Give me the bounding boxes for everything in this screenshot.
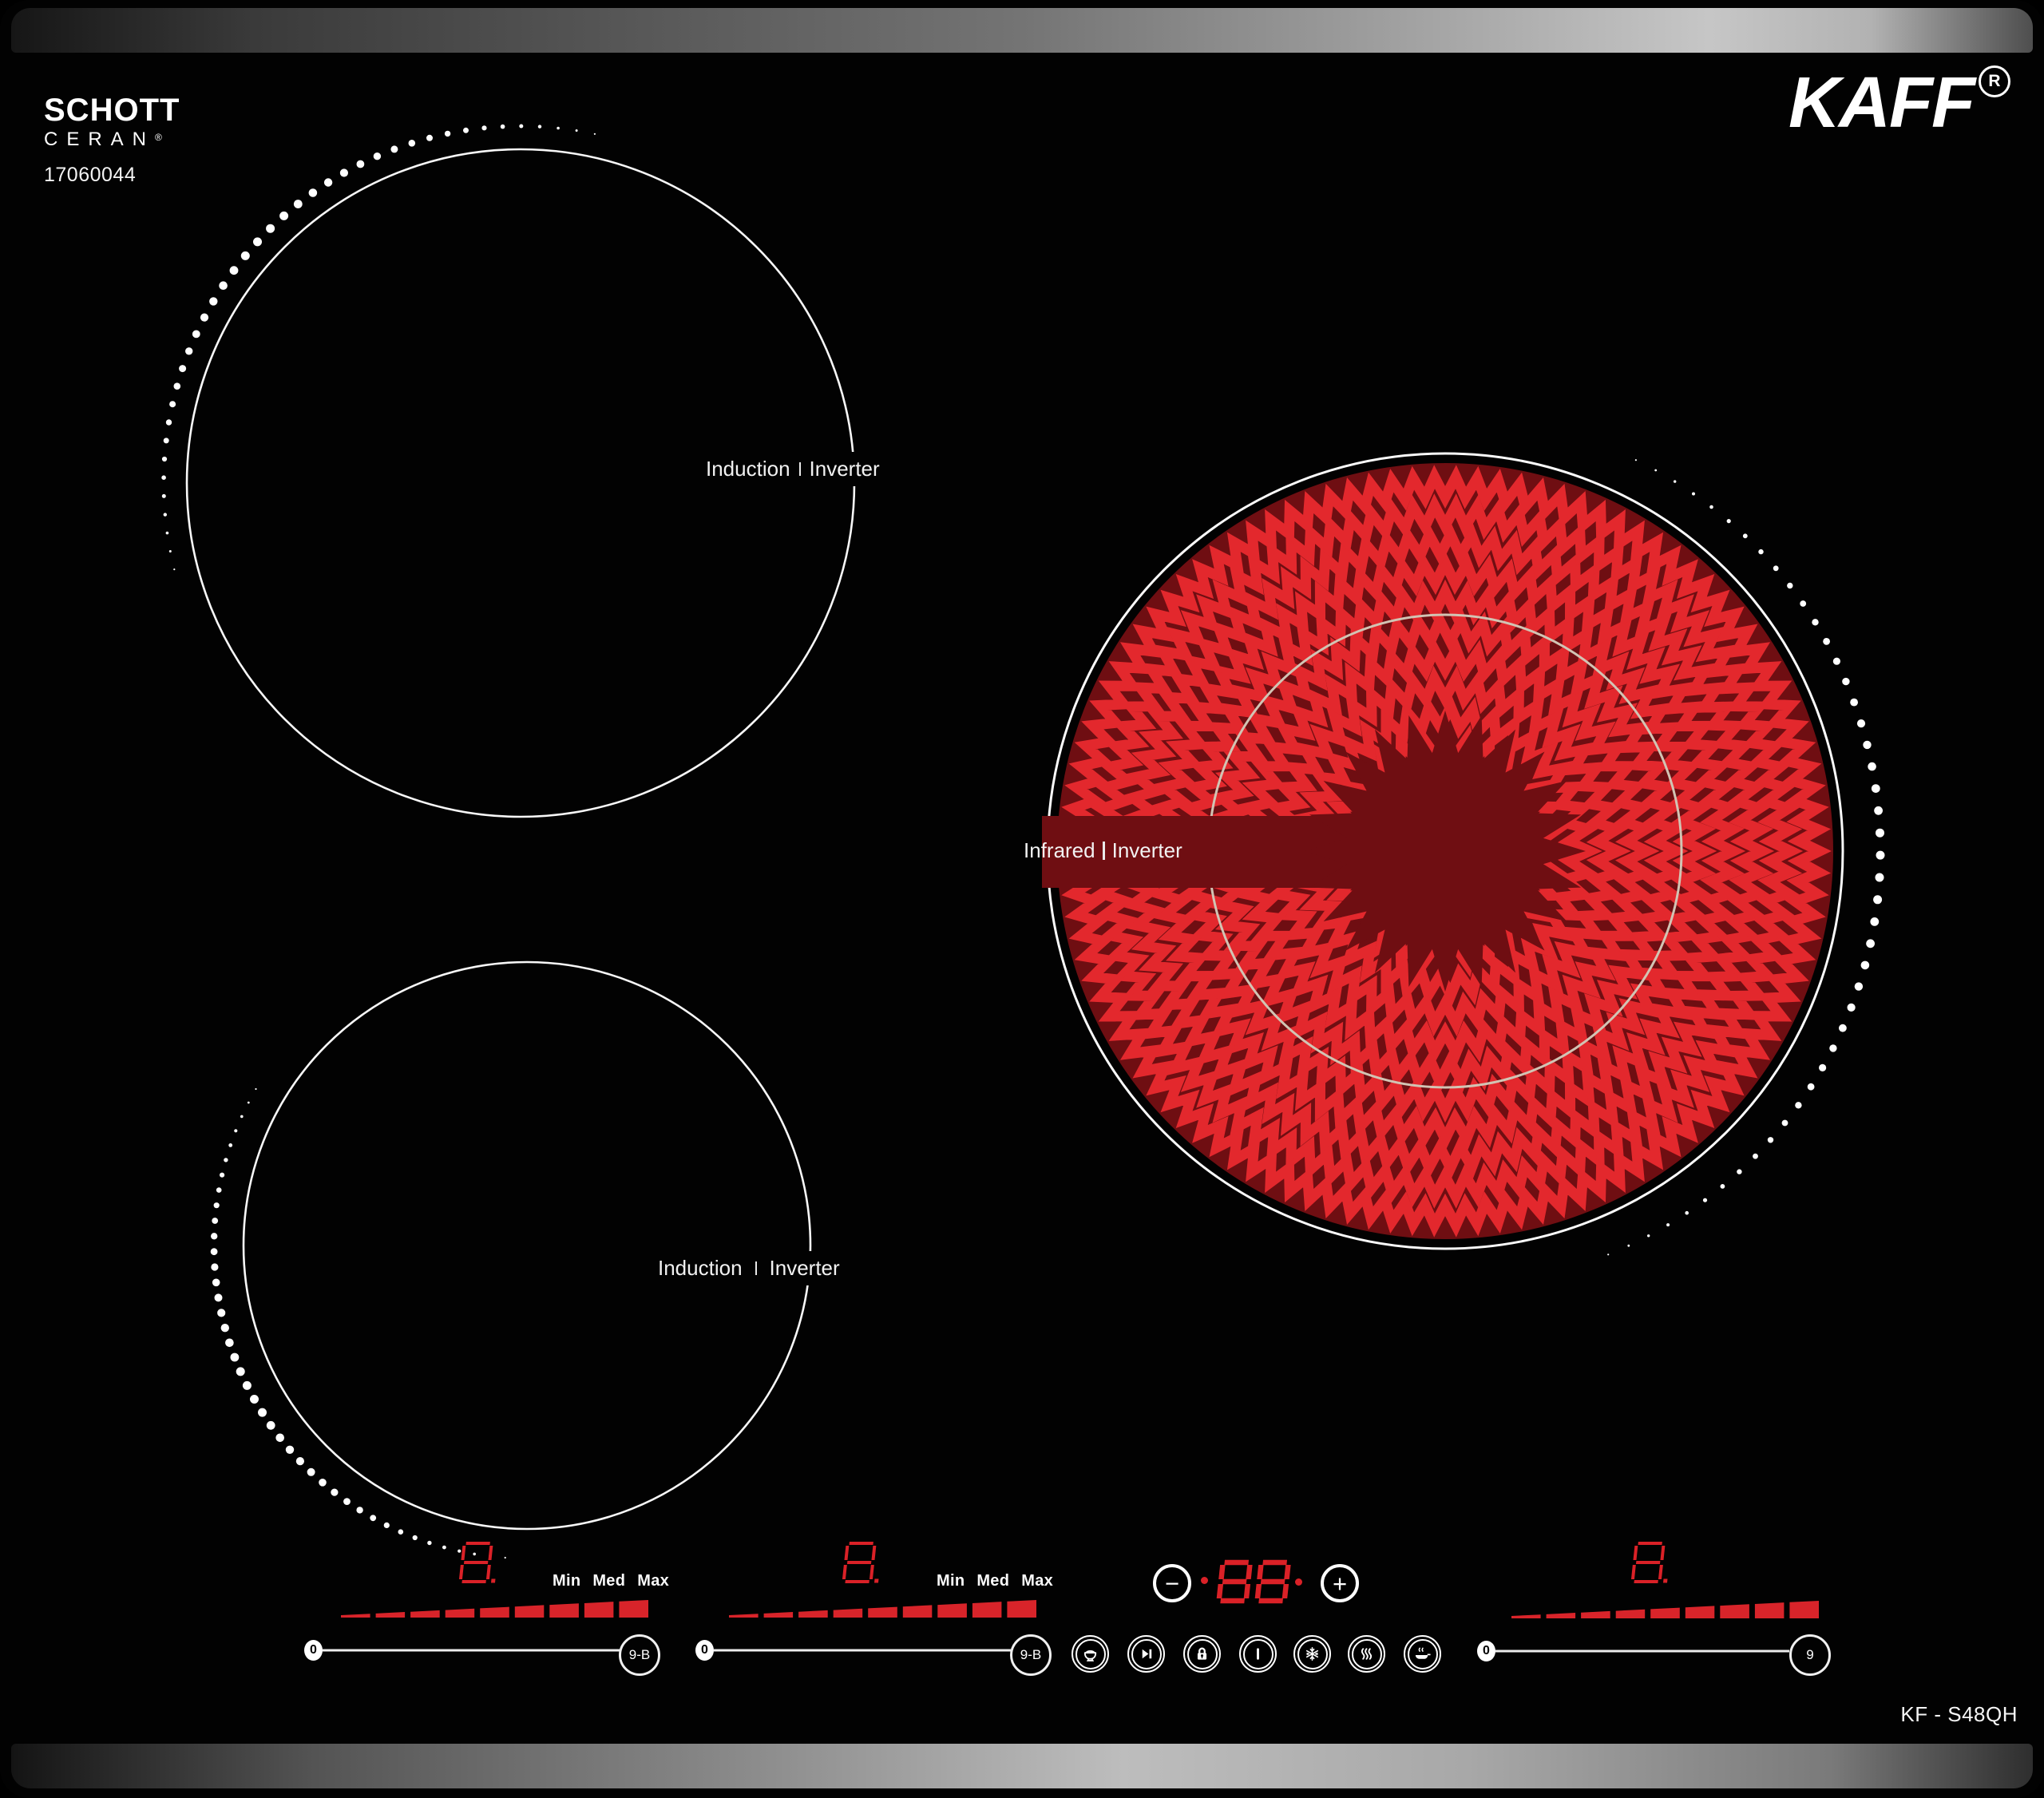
power-button[interactable]	[1239, 1635, 1277, 1673]
separator-bar	[755, 1261, 757, 1275]
keep-warm-button[interactable]	[1348, 1635, 1385, 1673]
slider-zero-middle[interactable]: 0	[695, 1640, 714, 1661]
slider-zero-right[interactable]: 0	[1477, 1641, 1495, 1661]
fry-pan-button[interactable]	[1404, 1635, 1441, 1673]
registered-mark: ®	[155, 132, 162, 143]
timer-dot-left	[1201, 1577, 1208, 1584]
slider-max-left[interactable]: 9-B	[619, 1634, 660, 1676]
bottom-metal-edge	[11, 1744, 2033, 1788]
defrost-icon	[1297, 1638, 1328, 1669]
kaff-wordmark: KAFF	[1788, 63, 1975, 143]
pause-boost-icon	[1131, 1638, 1162, 1669]
child-lock-icon	[1186, 1638, 1218, 1669]
serial-number: 17060044	[44, 164, 137, 186]
schott-ceran-logo: SCHOTT CERAN® 17060044	[44, 94, 180, 187]
power-level-legend-middle: Min Med Max	[937, 1572, 1054, 1590]
slider-max-middle[interactable]: 9-B	[1010, 1634, 1052, 1676]
separator-bar	[798, 462, 801, 476]
induction-bottom-label: Induction Inverter	[648, 1251, 850, 1285]
rice-cooker-button[interactable]	[1072, 1635, 1109, 1673]
induction-top-label: Induction Inverter	[696, 452, 889, 486]
keep-warm-icon	[1351, 1638, 1382, 1669]
top-metal-edge	[11, 8, 2033, 53]
rice-cooker-icon	[1075, 1638, 1106, 1669]
timer-dot-right	[1295, 1578, 1302, 1586]
power-icon	[1242, 1638, 1274, 1669]
infrared-label: Infrared Inverter	[1024, 838, 1182, 862]
fry-pan-icon	[1407, 1638, 1438, 1669]
ceran-wordmark: CERAN®	[44, 129, 162, 150]
timer-minus-button[interactable]: −	[1153, 1564, 1191, 1602]
power-level-legend-left: Min Med Max	[553, 1572, 670, 1590]
model-code: KF - S48QH	[1900, 1702, 2018, 1726]
slider-max-right[interactable]: 9	[1789, 1634, 1831, 1676]
defrost-button[interactable]	[1293, 1635, 1331, 1673]
timer-plus-button[interactable]: +	[1321, 1564, 1359, 1602]
registered-mark-icon: R	[1978, 65, 2010, 97]
pause-boost-button[interactable]	[1127, 1635, 1165, 1673]
separator-bar	[1102, 842, 1105, 860]
kaff-logo: KAFF R	[1788, 63, 2010, 143]
child-lock-button[interactable]	[1183, 1635, 1221, 1673]
slider-zero-left[interactable]: 0	[304, 1640, 323, 1661]
schott-wordmark: SCHOTT	[44, 93, 180, 128]
